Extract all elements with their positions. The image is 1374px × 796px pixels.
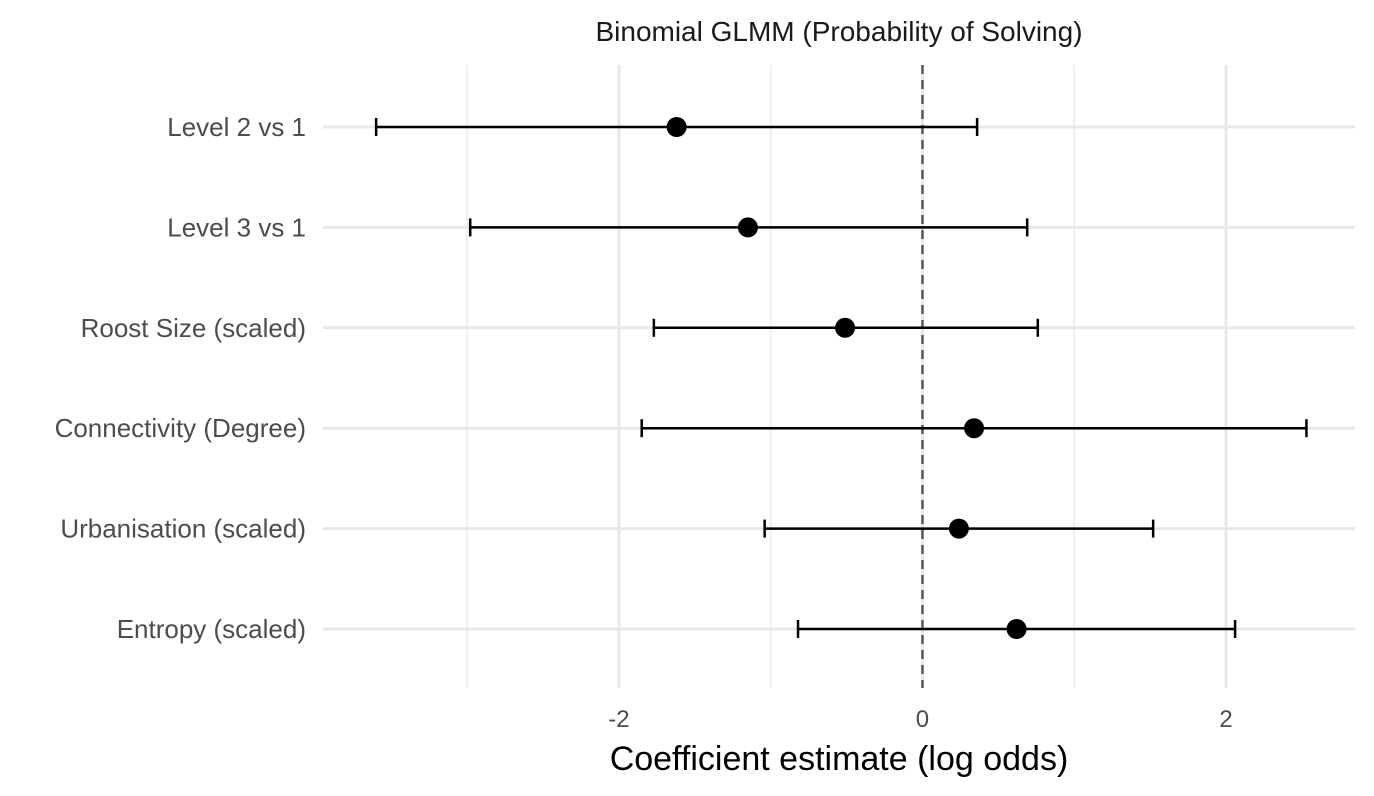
- y-tick-label-0: Level 2 vs 1: [167, 112, 306, 142]
- error-bar-layer: [374, 118, 1308, 638]
- x-tick-label-0: -2: [608, 706, 629, 733]
- x-tick-label-1: 0: [916, 706, 929, 733]
- y-tick-label-2: Roost Size (scaled): [81, 313, 306, 343]
- y-tick-label-1: Level 3 vs 1: [167, 212, 306, 242]
- x-axis-label: Coefficient estimate (log odds): [610, 740, 1069, 778]
- estimate-point-4: [948, 518, 969, 539]
- y-tick-label-3: Connectivity (Degree): [55, 413, 306, 443]
- estimate-point-1: [737, 217, 758, 238]
- y-tick-label-4: Urbanisation (scaled): [60, 514, 306, 544]
- x-tick-label-2: 2: [1219, 706, 1232, 733]
- estimate-point-5: [1006, 619, 1027, 639]
- y-tick-labels: Level 2 vs 1 Level 3 vs 1 Roost Size (scal…: [55, 112, 306, 644]
- estimate-point-3: [964, 418, 985, 439]
- estimate-point-0: [666, 117, 687, 137]
- chart-title: Binomial GLMM (Probability of Solving): [595, 16, 1082, 47]
- x-tick-labels: -2 0 2: [608, 706, 1232, 733]
- grid-layer: [323, 65, 1355, 688]
- estimate-point-2: [835, 317, 856, 338]
- point-layer: [666, 117, 1027, 639]
- y-tick-label-5: Entropy (scaled): [117, 614, 306, 644]
